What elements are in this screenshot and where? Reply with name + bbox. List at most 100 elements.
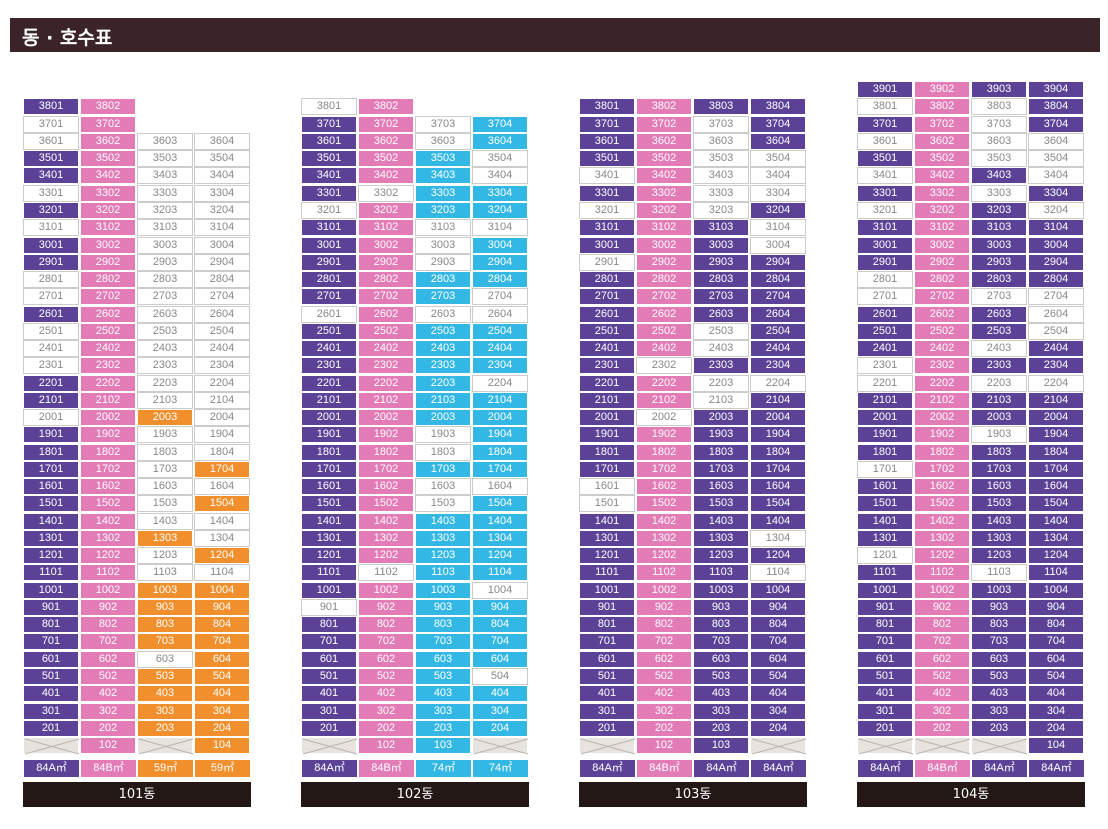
unit-cell: 3004 [1028, 236, 1084, 254]
unit-cell: 304 [472, 702, 528, 720]
unit-cell: 604 [472, 650, 528, 668]
unit-cell: 302 [80, 702, 136, 720]
unit-cell: 1402 [636, 512, 692, 530]
unit-cell: 1203 [693, 547, 749, 565]
unit-cell: 2401 [857, 340, 913, 357]
unit-cell: 3002 [636, 236, 692, 254]
unit-cell: 2004 [1028, 409, 1084, 427]
unit-cell: 2704 [750, 288, 806, 306]
unit-cell: 2901 [857, 253, 913, 271]
unit-cell: 3001 [301, 236, 357, 254]
unit-cell: 1901 [23, 426, 79, 444]
unit-cell: 2204 [1028, 374, 1084, 392]
unit-cell: 3601 [857, 132, 913, 150]
unit-cell: 1003 [415, 581, 471, 599]
unit-cell: 2802 [636, 271, 692, 288]
unit-cell: 1302 [358, 529, 414, 547]
unit-type-label: 84A㎡ [750, 760, 806, 777]
unit-cell: 1704 [472, 460, 528, 478]
unit-cell: 3402 [636, 167, 692, 185]
unit-cell: 2403 [415, 340, 471, 357]
unit-cell: 1301 [23, 529, 79, 547]
unit-cell: 401 [579, 685, 635, 703]
unit-cell: 1704 [1028, 460, 1084, 478]
unit-cell: 801 [857, 616, 913, 634]
unit-cell: 201 [23, 719, 79, 737]
unit-cell: 502 [914, 668, 970, 685]
unit-cell: 1404 [472, 512, 528, 530]
unit-cell: 1301 [579, 529, 635, 547]
unit-cell: 1602 [636, 478, 692, 496]
unit-type-label: 84B㎡ [358, 760, 414, 777]
unit-cell: 1501 [579, 495, 635, 513]
unit-cell: 2501 [857, 322, 913, 340]
unit-cell: 202 [358, 719, 414, 737]
unit-cell: 504 [750, 668, 806, 685]
unit-cell: 1101 [301, 564, 357, 582]
unit-cell: 3704 [1028, 115, 1084, 133]
unit-cell: 2404 [1028, 340, 1084, 357]
unit-cell: 2101 [857, 391, 913, 409]
unit-cell: 1604 [1028, 478, 1084, 496]
unit-cell: 2902 [358, 253, 414, 271]
unit-cell: 504 [472, 668, 528, 685]
unit-cell: 701 [857, 633, 913, 651]
unit-cell: 102 [358, 737, 414, 754]
unit-cell: 2201 [23, 374, 79, 392]
unit-cell: 1204 [472, 547, 528, 565]
unit-cell: 2603 [693, 305, 749, 323]
unit-cell: 303 [693, 702, 749, 720]
unit-cell: 2201 [579, 374, 635, 392]
unit-cell: 1804 [1028, 443, 1084, 461]
unit-cell: 3604 [472, 132, 528, 150]
unit-cell: 2702 [914, 288, 970, 306]
unit-cell: 2002 [80, 409, 136, 427]
unit-cell: 1403 [415, 512, 471, 530]
unit-cell: 1402 [80, 512, 136, 530]
unit-cell-empty [137, 737, 194, 755]
unit-cell: 3402 [358, 167, 414, 185]
building-label: 104동 [857, 782, 1085, 807]
unit-cell: 1504 [472, 495, 528, 513]
unit-cell: 3501 [23, 150, 79, 168]
unit-cell: 903 [971, 598, 1027, 616]
unit-cell: 2401 [579, 340, 635, 357]
unit-cell: 3301 [301, 184, 357, 202]
cross-icon [580, 738, 636, 755]
unit-cell: 3404 [194, 167, 250, 185]
unit-cell: 3702 [636, 115, 692, 133]
unit-cell: 3101 [857, 219, 913, 237]
unit-cell: 1203 [137, 547, 193, 565]
unit-cell: 2804 [194, 271, 250, 288]
unit-cell: 3204 [472, 201, 528, 219]
unit-cell: 3502 [636, 150, 692, 168]
unit-cell: 3703 [415, 115, 471, 133]
unit-cell: 103 [693, 737, 749, 754]
unit-cell: 3202 [80, 201, 136, 219]
unit-cell: 904 [1028, 598, 1084, 616]
unit-cell: 2903 [693, 253, 749, 271]
unit-cell: 2802 [80, 271, 136, 288]
unit-cell: 103 [415, 737, 471, 754]
unit-cell: 3801 [23, 98, 79, 116]
unit-cell: 603 [971, 650, 1027, 668]
unit-cell: 2703 [971, 288, 1027, 306]
unit-cell: 3804 [750, 98, 806, 116]
unit-cell: 3701 [857, 115, 913, 133]
unit-cell: 1602 [80, 478, 136, 496]
unit-cell: 703 [971, 633, 1027, 651]
unit-cell: 2104 [472, 391, 528, 409]
building-label: 102동 [301, 782, 529, 807]
unit-cell: 803 [415, 616, 471, 634]
unit-cell: 902 [80, 598, 136, 616]
unit-cell: 1601 [579, 478, 635, 496]
unit-cell: 1504 [1028, 495, 1084, 513]
unit-cell: 1002 [80, 581, 136, 599]
unit-cell: 704 [750, 633, 806, 651]
unit-cell: 1904 [194, 426, 250, 444]
unit-cell: 3402 [80, 167, 136, 185]
unit-cell: 403 [693, 685, 749, 703]
unit-cell: 2601 [23, 305, 79, 323]
unit-cell: 1802 [636, 443, 692, 461]
unit-cell: 2904 [472, 253, 528, 271]
